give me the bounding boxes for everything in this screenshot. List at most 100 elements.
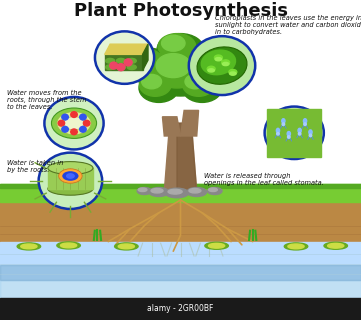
Ellipse shape	[168, 189, 182, 194]
Ellipse shape	[61, 243, 77, 248]
Ellipse shape	[21, 244, 37, 249]
Ellipse shape	[303, 119, 307, 123]
Ellipse shape	[277, 132, 279, 135]
Ellipse shape	[197, 47, 247, 84]
Text: alamy - 2GR00BF: alamy - 2GR00BF	[147, 304, 214, 313]
Bar	[0, 265, 361, 280]
Ellipse shape	[194, 50, 217, 68]
Circle shape	[124, 59, 132, 66]
Ellipse shape	[287, 132, 290, 136]
Ellipse shape	[309, 134, 312, 137]
Ellipse shape	[185, 74, 205, 89]
Ellipse shape	[298, 128, 301, 133]
Polygon shape	[162, 117, 180, 136]
Ellipse shape	[304, 123, 306, 125]
Ellipse shape	[116, 65, 126, 70]
Ellipse shape	[118, 56, 134, 69]
Ellipse shape	[276, 128, 279, 133]
Ellipse shape	[149, 50, 204, 88]
Ellipse shape	[183, 73, 214, 96]
Ellipse shape	[151, 188, 163, 193]
Ellipse shape	[162, 35, 185, 51]
Ellipse shape	[208, 69, 214, 72]
Ellipse shape	[146, 48, 215, 96]
Ellipse shape	[17, 243, 40, 250]
Ellipse shape	[105, 65, 115, 70]
Circle shape	[71, 129, 77, 135]
Circle shape	[265, 107, 324, 159]
Ellipse shape	[137, 188, 152, 195]
Bar	[0, 0, 361, 194]
Text: Plant Photosynthesis: Plant Photosynthesis	[74, 2, 287, 20]
Ellipse shape	[48, 182, 93, 195]
Ellipse shape	[142, 74, 162, 89]
Circle shape	[83, 120, 90, 126]
Polygon shape	[180, 110, 199, 136]
Ellipse shape	[105, 59, 115, 63]
Ellipse shape	[57, 242, 80, 249]
Ellipse shape	[222, 60, 230, 65]
Text: Water is released through
openings in the leaf called stomata.: Water is released through openings in th…	[204, 173, 324, 186]
Ellipse shape	[230, 72, 236, 75]
Ellipse shape	[126, 48, 163, 76]
Circle shape	[117, 64, 125, 71]
Ellipse shape	[51, 108, 97, 138]
Ellipse shape	[208, 188, 222, 195]
Ellipse shape	[117, 56, 150, 82]
Ellipse shape	[214, 55, 222, 60]
Ellipse shape	[287, 136, 290, 138]
Ellipse shape	[125, 48, 171, 83]
Bar	[0, 184, 361, 202]
Ellipse shape	[282, 119, 285, 123]
Ellipse shape	[156, 53, 191, 78]
Polygon shape	[177, 123, 197, 192]
Ellipse shape	[288, 244, 304, 249]
Circle shape	[189, 36, 255, 95]
Bar	[267, 109, 321, 157]
Ellipse shape	[211, 56, 244, 82]
Polygon shape	[143, 44, 148, 70]
Ellipse shape	[157, 34, 204, 66]
Ellipse shape	[139, 73, 171, 96]
Bar	[0, 202, 361, 242]
Ellipse shape	[115, 243, 138, 250]
Polygon shape	[164, 123, 197, 192]
Ellipse shape	[139, 74, 179, 102]
Ellipse shape	[62, 171, 79, 181]
Ellipse shape	[191, 48, 228, 76]
Ellipse shape	[158, 34, 196, 59]
Circle shape	[39, 153, 102, 209]
Circle shape	[62, 126, 68, 132]
Ellipse shape	[149, 188, 169, 196]
Circle shape	[80, 114, 86, 120]
Ellipse shape	[205, 242, 228, 249]
Ellipse shape	[189, 188, 201, 193]
Polygon shape	[105, 44, 148, 54]
Ellipse shape	[190, 48, 236, 83]
Circle shape	[80, 126, 86, 132]
Ellipse shape	[222, 62, 229, 66]
Ellipse shape	[298, 132, 301, 135]
Ellipse shape	[207, 66, 215, 71]
Ellipse shape	[138, 188, 147, 191]
Ellipse shape	[201, 49, 236, 76]
Ellipse shape	[116, 59, 126, 63]
Ellipse shape	[209, 188, 217, 191]
Circle shape	[58, 120, 65, 126]
Bar	[0, 242, 361, 280]
Ellipse shape	[282, 123, 285, 125]
Ellipse shape	[187, 188, 206, 196]
Text: Water is taken in
by the roots.: Water is taken in by the roots.	[7, 160, 64, 173]
Ellipse shape	[58, 169, 82, 183]
Ellipse shape	[127, 59, 136, 63]
Ellipse shape	[215, 58, 222, 61]
Ellipse shape	[212, 56, 229, 69]
Ellipse shape	[229, 69, 237, 75]
Text: Water moves from the
roots, through the stem
to the leaves.: Water moves from the roots, through the …	[7, 90, 87, 110]
Bar	[0, 298, 361, 320]
Ellipse shape	[129, 50, 152, 68]
Circle shape	[95, 31, 154, 84]
Ellipse shape	[64, 116, 84, 130]
Ellipse shape	[48, 162, 93, 174]
Ellipse shape	[284, 243, 308, 250]
